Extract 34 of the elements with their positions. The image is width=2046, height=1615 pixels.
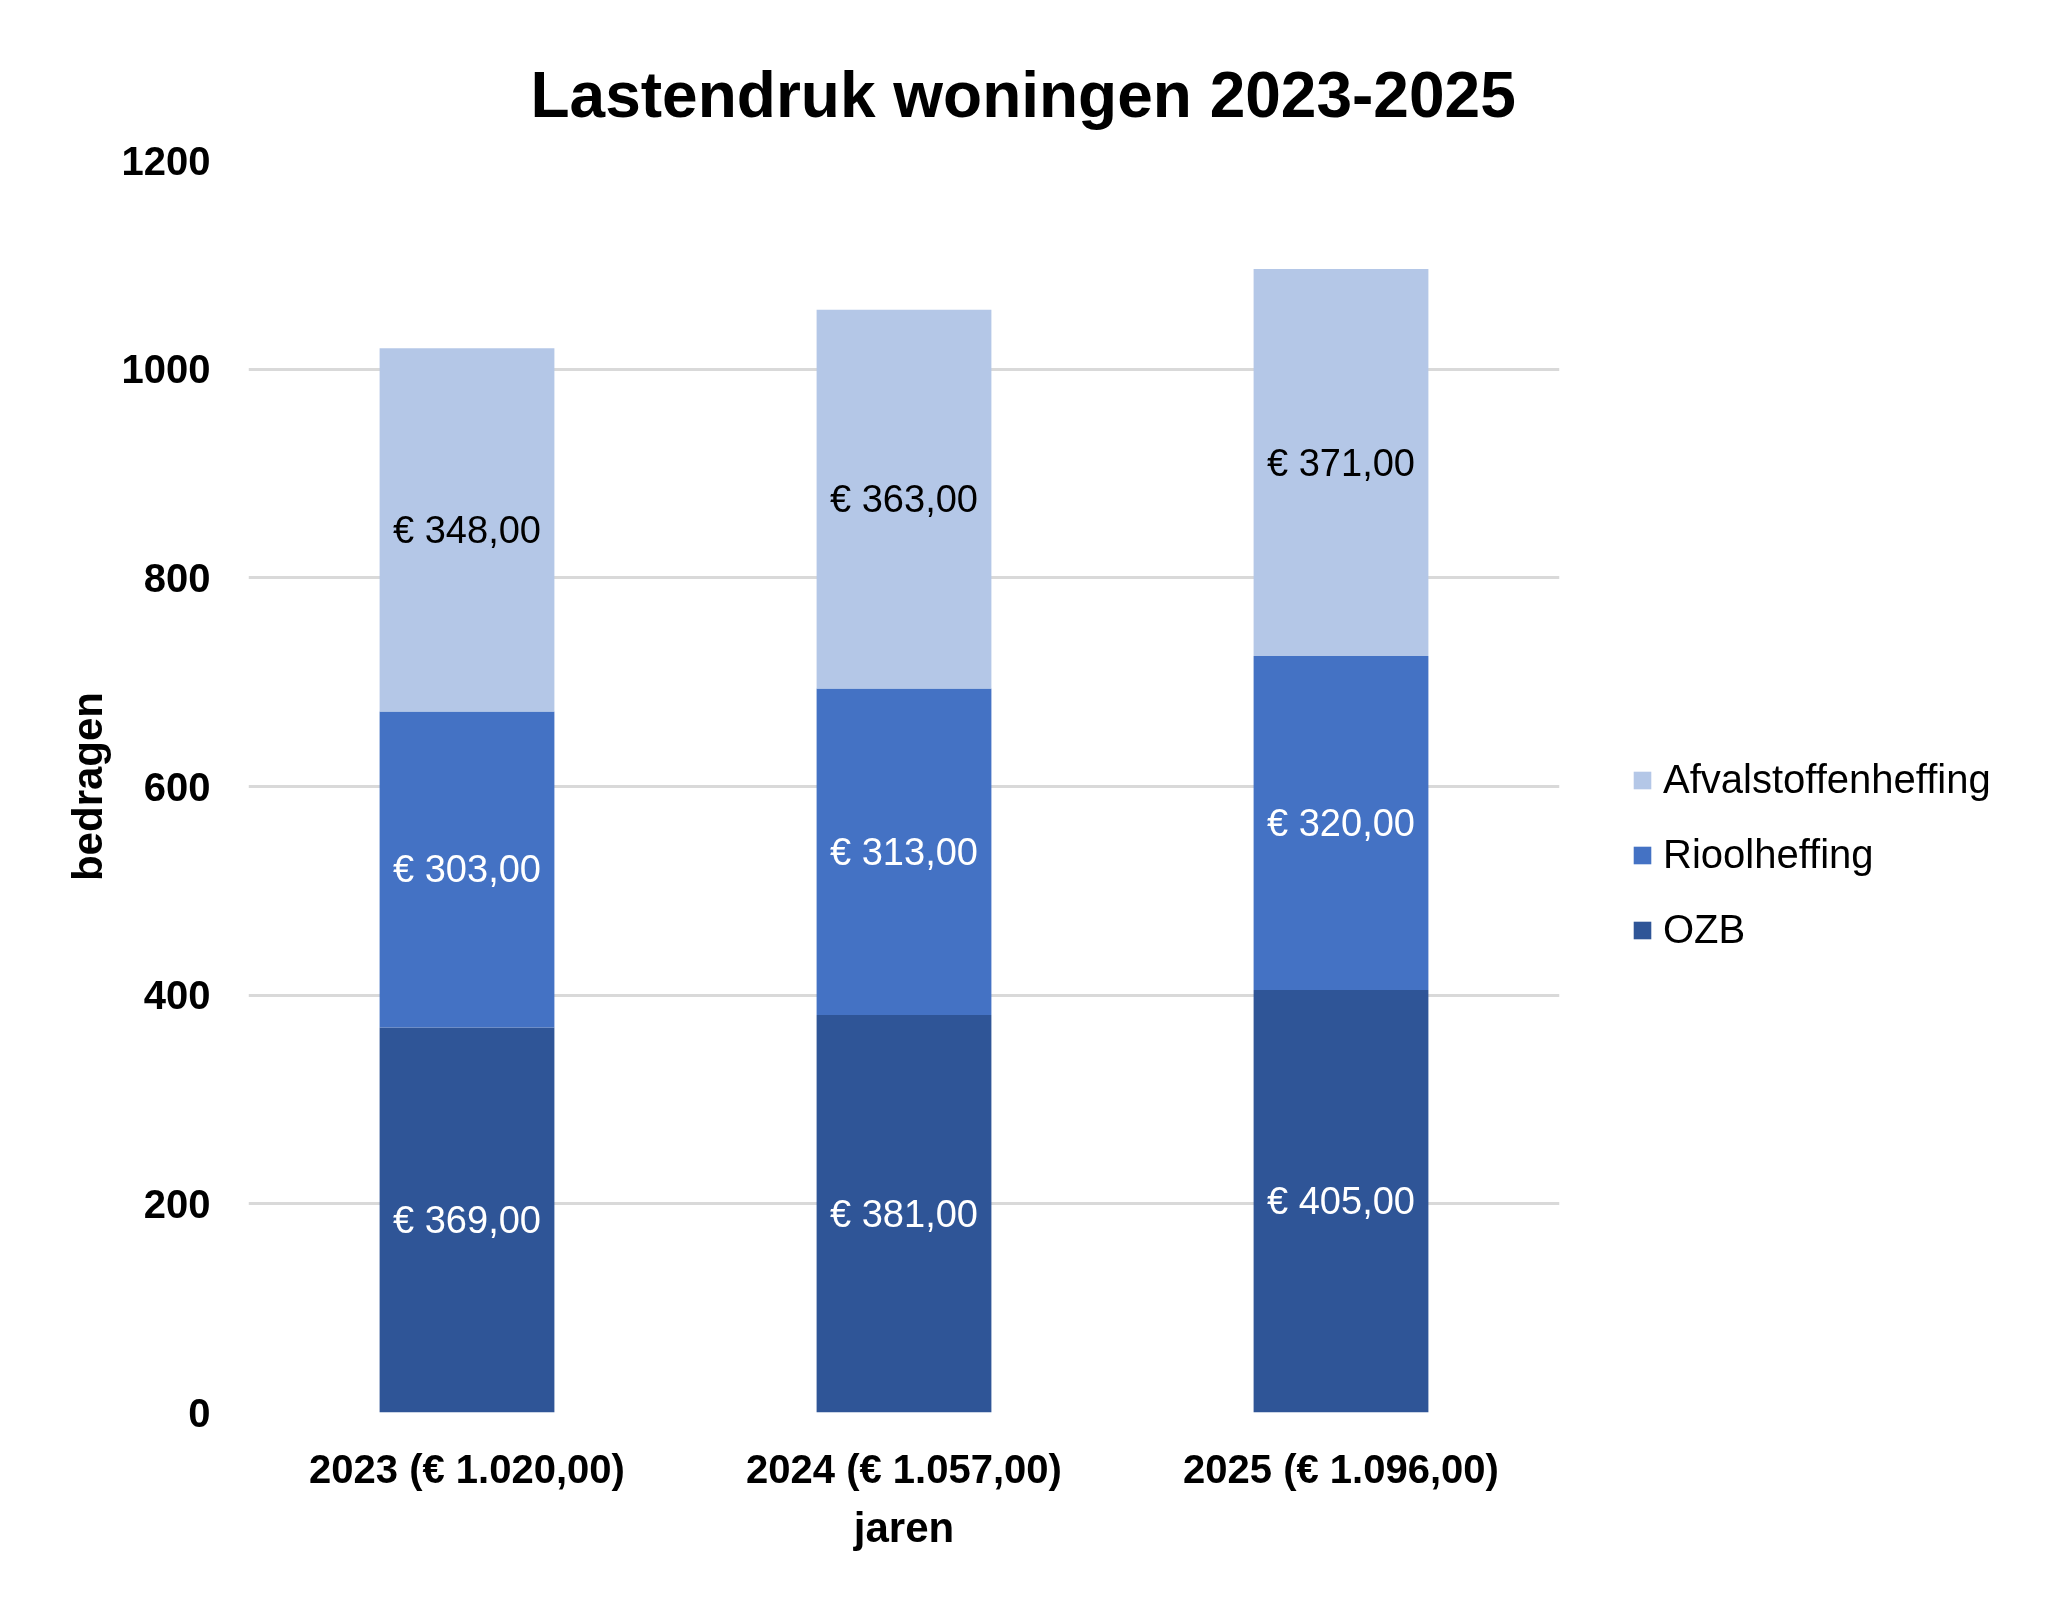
y-tick-label: 400 (143, 973, 211, 1018)
bar (816, 309, 992, 689)
y-tick-label: 800 (143, 555, 211, 600)
x-tick-label: 2025 (€ 1.096,00) (1183, 1446, 1499, 1491)
bar (379, 1027, 555, 1413)
bar (1253, 656, 1429, 990)
x-tick-label: 2023 (€ 1.020,00) (309, 1446, 625, 1491)
x-axis-title: jaren (852, 1503, 955, 1551)
data-label: € 371,00 (1267, 441, 1415, 484)
legend-label: Afvalstoffenheffing (1663, 757, 1991, 802)
data-label: € 348,00 (393, 508, 541, 551)
data-label: € 303,00 (393, 848, 541, 891)
bar (379, 348, 555, 712)
bar (816, 688, 992, 1015)
data-label: € 405,00 (1267, 1180, 1415, 1223)
data-label: € 313,00 (830, 830, 978, 873)
data-label: € 363,00 (830, 478, 978, 521)
legend-label: OZB (1663, 907, 1746, 952)
data-label: € 369,00 (393, 1199, 541, 1242)
y-tick-label: 0 (188, 1390, 211, 1435)
bar (816, 1014, 992, 1413)
legend-label: Rioolheffing (1663, 832, 1874, 877)
bar (379, 711, 555, 1028)
y-tick-label: 600 (143, 764, 211, 809)
y-tick-label: 1000 (121, 347, 211, 392)
y-tick-label: 1200 (121, 138, 211, 183)
data-label: € 381,00 (830, 1192, 978, 1235)
bar (1253, 269, 1429, 657)
data-label: € 320,00 (1267, 802, 1415, 845)
x-tick-label: 2024 (€ 1.057,00) (746, 1446, 1062, 1491)
y-tick-label: 200 (143, 1181, 211, 1226)
chart-title: Lastendruk woningen 2023-2025 (530, 58, 1516, 131)
y-axis-title: bedragen (63, 691, 111, 882)
bar (1253, 989, 1429, 1413)
